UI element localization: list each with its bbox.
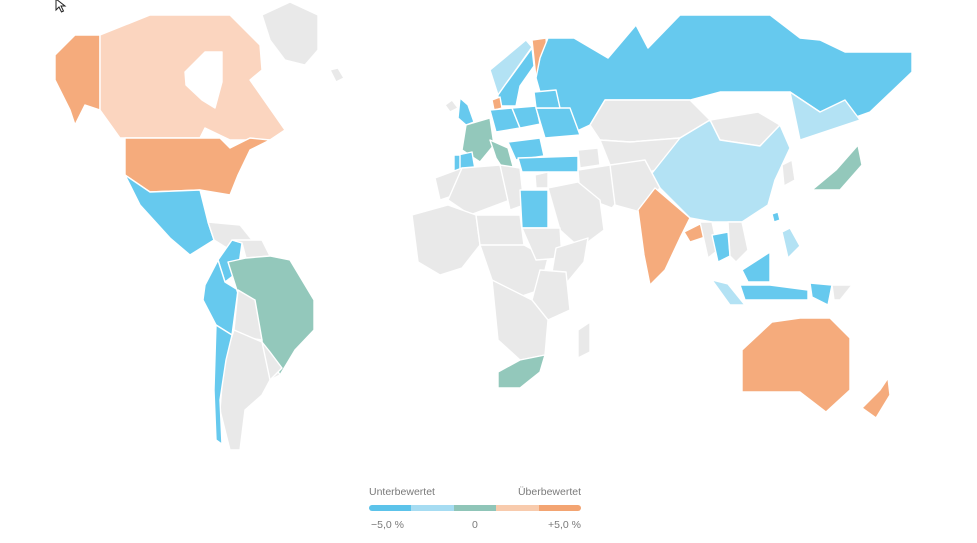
legend-scale-step-4 (496, 505, 539, 511)
region-indonesia[interactable] (739, 284, 809, 301)
region-chile[interactable] (213, 324, 233, 451)
legend-labels: Unterbewertet Überbewertet (369, 486, 581, 498)
legend-scale-step-2 (411, 505, 454, 511)
region-china[interactable] (644, 119, 791, 223)
region-svalbard[interactable] (329, 67, 345, 83)
legend-ticks: −5,0 % 0 +5,0 % (369, 519, 581, 533)
legend-tick-max: +5,0 % (548, 519, 581, 531)
mouse-pointer-icon (55, 0, 67, 13)
region-japan[interactable] (811, 144, 863, 191)
region-egypt[interactable] (519, 189, 549, 229)
region-thailand[interactable] (711, 231, 731, 263)
region-sumatra[interactable] (711, 279, 746, 306)
region-borneo[interactable] (809, 282, 833, 306)
region-uk[interactable] (457, 97, 475, 126)
region-east-africa[interactable] (531, 269, 571, 321)
region-new-guinea[interactable] (831, 284, 853, 301)
region-israel[interactable] (534, 171, 549, 189)
region-taiwan[interactable] (771, 211, 781, 223)
legend-tick-min: −5,0 % (371, 519, 404, 531)
region-turkey[interactable] (517, 155, 579, 173)
world-map (54, 1, 913, 451)
region-india[interactable] (637, 187, 691, 286)
legend-scale-step-3 (453, 505, 497, 511)
region-poland[interactable] (511, 105, 541, 129)
region-iceland[interactable] (444, 99, 459, 113)
region-korea[interactable] (781, 159, 796, 187)
hudson-bay-water[interactable] (184, 51, 223, 109)
region-france[interactable] (461, 117, 495, 163)
legend-label-undervalued: Unterbewertet (369, 486, 435, 498)
region-russia-east[interactable] (789, 91, 861, 141)
legend-scale-step-5 (538, 505, 581, 511)
region-australia[interactable] (741, 317, 851, 413)
region-denmark[interactable] (491, 96, 503, 111)
region-greenland[interactable] (261, 1, 319, 66)
region-philippines[interactable] (781, 227, 801, 259)
legend-color-scale (369, 505, 581, 511)
region-belarus[interactable] (533, 89, 561, 109)
region-west-africa[interactable] (411, 204, 481, 276)
valuation-legend: Unterbewertet Überbewertet −5,0 % 0 +5,0… (369, 486, 581, 533)
region-new-zealand[interactable] (861, 377, 891, 419)
region-alaska[interactable] (54, 34, 101, 126)
legend-tick-mid: 0 (472, 519, 478, 531)
world-map-svg (54, 1, 913, 451)
region-malaysia[interactable] (741, 251, 771, 283)
region-madagascar[interactable] (577, 321, 591, 359)
region-algeria[interactable] (447, 164, 511, 216)
region-balkans[interactable] (507, 137, 545, 161)
legend-label-overvalued: Überbewertet (517, 486, 581, 498)
region-sahel[interactable] (475, 214, 525, 249)
region-usa[interactable] (124, 137, 271, 196)
region-peru[interactable] (202, 259, 239, 336)
region-vietnam[interactable] (727, 221, 749, 263)
legend-scale-step-1 (369, 505, 412, 511)
region-south-africa[interactable] (497, 354, 546, 389)
region-caucasus[interactable] (577, 147, 601, 169)
region-uruguay[interactable] (261, 341, 283, 381)
